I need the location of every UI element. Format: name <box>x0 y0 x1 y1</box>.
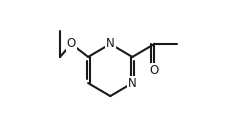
Text: O: O <box>67 37 76 51</box>
Text: N: N <box>106 37 115 51</box>
Text: N: N <box>128 77 137 90</box>
Text: O: O <box>150 64 159 77</box>
